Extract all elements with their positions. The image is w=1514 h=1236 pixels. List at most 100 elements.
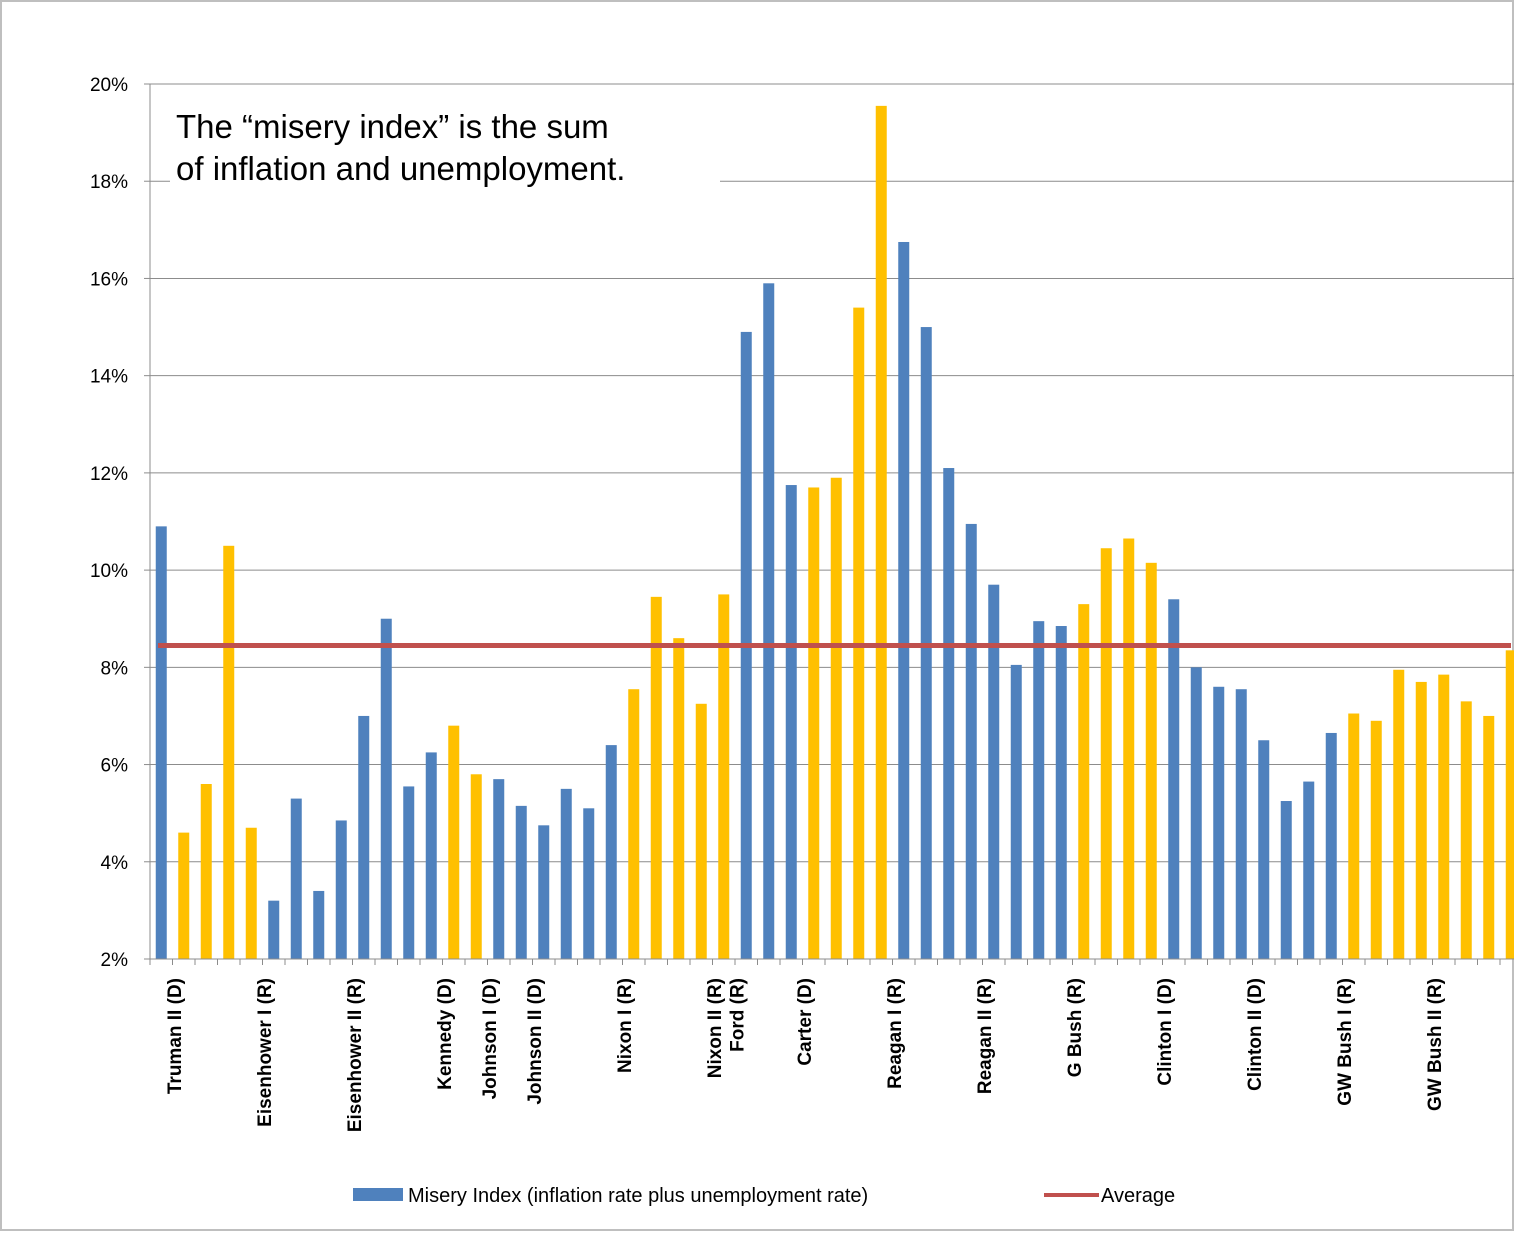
bar (1123, 538, 1135, 959)
bar (1370, 720, 1382, 959)
y-tick-label: 4% (101, 853, 129, 874)
bar (988, 584, 1000, 959)
bar (448, 725, 460, 959)
legend-label-average: Average (1101, 1185, 1175, 1207)
bar (965, 523, 977, 959)
bar (1168, 599, 1180, 959)
bar (605, 745, 617, 959)
bar (1033, 621, 1045, 959)
bar (898, 241, 910, 960)
bar (1010, 664, 1022, 959)
bar (1348, 713, 1360, 959)
bar (1258, 740, 1270, 959)
x-category-label: Johnson I (D) (480, 978, 501, 1099)
bar (223, 545, 235, 959)
bar (875, 105, 887, 959)
x-category-label: Kennedy (D) (435, 978, 456, 1090)
bars (155, 105, 1514, 960)
legend: Misery Index (inflation rate plus unempl… (353, 1185, 1175, 1207)
legend-label-misery-index: Misery Index (inflation rate plus unempl… (408, 1185, 868, 1207)
annotation-line-2: of inflation and unemployment. (176, 150, 625, 187)
bar (1393, 669, 1405, 959)
bar (403, 786, 415, 959)
annotation-line-1: The “misery index” is the sum (176, 108, 609, 145)
bar (1190, 667, 1202, 959)
y-tick-label: 18% (90, 172, 128, 193)
bar (245, 827, 257, 959)
y-tick-label: 8% (101, 658, 129, 679)
bar (785, 485, 797, 959)
bar (560, 788, 572, 959)
y-tick-label: 12% (90, 464, 128, 485)
bar (650, 596, 662, 959)
x-category-label: Nixon I (R) (615, 978, 636, 1073)
x-category-label: Johnson II (D) (525, 978, 546, 1105)
bar (268, 900, 280, 959)
bar (830, 477, 842, 959)
legend-swatch-misery-index (353, 1188, 403, 1201)
bar (628, 689, 640, 959)
bar (1325, 732, 1337, 959)
bar (358, 715, 370, 959)
bar (853, 307, 865, 960)
x-category-label: Eisenhower II (R) (345, 978, 366, 1132)
bar (290, 798, 302, 959)
bar (493, 779, 505, 959)
y-tick-labels: 2% 4% 6% 8% 10% 12% 14% 16% 18% 20% (90, 75, 128, 971)
y-tick-label: 14% (90, 367, 128, 388)
x-category-label: Truman II (D) (165, 978, 186, 1094)
bar (1078, 604, 1090, 959)
bar (1213, 686, 1225, 959)
y-tick-label: 16% (90, 269, 128, 290)
axes (144, 83, 1514, 965)
x-category-label: Reagan I (R) (885, 978, 906, 1089)
bar (313, 890, 325, 959)
y-tick-label: 10% (90, 561, 128, 582)
x-category-label: Carter (D) (795, 978, 816, 1066)
bar (470, 774, 482, 959)
bar (1303, 781, 1315, 959)
bar (1280, 801, 1292, 959)
bar (695, 703, 707, 959)
bar (380, 618, 392, 959)
x-category-label: Clinton I (D) (1155, 978, 1176, 1086)
x-category-label: G Bush (R) (1065, 978, 1086, 1077)
bar (1505, 650, 1514, 959)
x-category-label: GW Bush II (R) (1425, 978, 1446, 1111)
y-tick-label: 20% (90, 75, 128, 96)
x-category-label: Ford (R) (727, 978, 748, 1052)
bar (1055, 626, 1067, 959)
bar (538, 825, 550, 959)
bar (673, 638, 685, 959)
y-tick-label: 6% (101, 756, 129, 777)
x-category-label: Eisenhower I (R) (255, 978, 276, 1127)
bar (583, 808, 595, 959)
bar (335, 820, 347, 959)
bar (425, 752, 437, 959)
x-category-label: Clinton II (D) (1245, 978, 1266, 1091)
bar (1483, 715, 1495, 959)
bar (200, 784, 212, 959)
bar (178, 832, 190, 959)
annotation-box (170, 95, 720, 195)
y-tick-label: 2% (101, 950, 129, 971)
bar (1100, 548, 1112, 959)
bar (1145, 562, 1157, 959)
x-category-label: Reagan II (R) (975, 978, 996, 1094)
x-category-labels: Truman II (D) Eisenhower I (R) Eisenhower … (165, 978, 1446, 1132)
bar (763, 283, 775, 959)
bar (1235, 689, 1247, 959)
bar (1415, 681, 1427, 959)
bar (515, 805, 527, 959)
bar (1438, 674, 1450, 959)
bar (718, 594, 730, 959)
bar (155, 526, 167, 959)
x-category-label: Nixon II (R) (705, 978, 726, 1078)
bar (808, 487, 820, 959)
bar (1460, 701, 1472, 959)
x-category-label: GW Bush I (R) (1335, 978, 1356, 1106)
bar (943, 468, 955, 959)
